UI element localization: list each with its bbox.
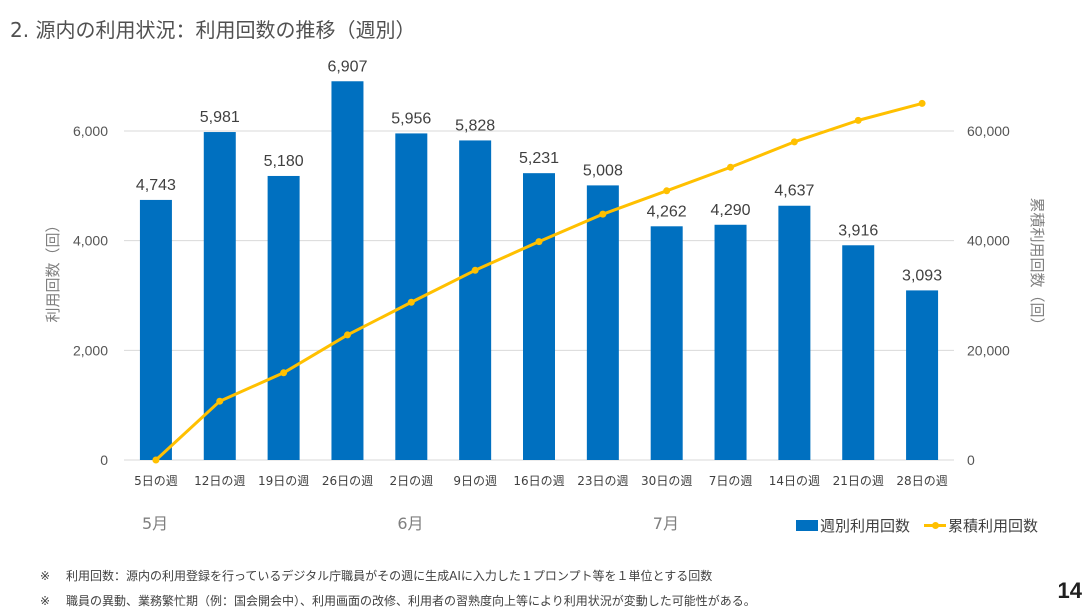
bar xyxy=(906,290,939,460)
line-point xyxy=(471,266,479,274)
bar-value-label: 5,981 xyxy=(200,109,240,126)
line-point xyxy=(407,298,415,306)
note-text: 職員の異動、業務繁忙期（例：国会開会中）、利用画面の改修、利用者の習熟度向上等に… xyxy=(66,594,756,608)
bar-value-label: 6,907 xyxy=(327,58,367,75)
note-mark: ※ xyxy=(40,594,51,608)
month-label: 7月 xyxy=(652,514,679,533)
category-label: 12日の週 xyxy=(194,474,245,488)
bar xyxy=(523,173,555,460)
page-number: 14 xyxy=(1057,578,1082,603)
bar-value-label: 5,180 xyxy=(264,153,304,170)
bar-value-label: 4,637 xyxy=(774,183,814,200)
category-label: 16日の週 xyxy=(513,474,564,488)
bar xyxy=(778,205,811,460)
bar xyxy=(459,140,492,460)
legend-bar-swatch xyxy=(796,520,818,531)
bar-value-label: 4,262 xyxy=(647,203,687,220)
category-label: 7日の週 xyxy=(709,474,753,488)
footnote-2: ※ 職員の異動、業務繁忙期（例：国会開会中）、利用画面の改修、利用者の習熟度向上等… xyxy=(40,592,756,609)
line-point xyxy=(854,116,862,124)
bar-value-label: 5,956 xyxy=(391,110,431,127)
bar-value-label: 4,743 xyxy=(136,177,176,194)
line-point xyxy=(918,99,926,107)
bar-value-label: 3,093 xyxy=(902,267,942,284)
left-tick-label: 2,000 xyxy=(73,342,108,358)
bar xyxy=(267,175,300,461)
line-point xyxy=(599,210,607,218)
month-label: 6月 xyxy=(397,514,424,533)
right-tick-label: 0 xyxy=(967,452,975,468)
bar xyxy=(139,199,172,460)
line-point xyxy=(790,138,798,146)
bar xyxy=(842,245,875,460)
bar-value-label: 5,828 xyxy=(455,117,495,134)
line-point xyxy=(535,238,543,246)
right-tick-label: 20,000 xyxy=(967,342,1010,358)
category-label: 30日の週 xyxy=(641,474,692,488)
legend-line-swatch xyxy=(924,522,947,529)
category-label: 21日の週 xyxy=(833,474,884,488)
legend-line-label: 累積利用回数 xyxy=(948,517,1039,535)
note-text: 利用回数：源内の利用登録を行っているデジタル庁職員がその週に生成AIに入力した１… xyxy=(66,569,713,583)
line-point xyxy=(280,369,288,377)
category-label: 9日の週 xyxy=(453,474,497,488)
note-mark: ※ xyxy=(40,569,51,583)
bar xyxy=(586,185,619,461)
category-label: 5日の週 xyxy=(134,474,178,488)
right-tick-label: 40,000 xyxy=(967,233,1010,249)
line-point xyxy=(663,187,671,195)
slide-title: 2. 源内の利用状況：利用回数の推移（週別） xyxy=(10,18,416,42)
legend: 週別利用回数 累積利用回数 xyxy=(796,515,1038,536)
right-tick-label: 60,000 xyxy=(967,123,1010,139)
bar-value-label: 5,231 xyxy=(519,150,559,167)
category-label: 2日の週 xyxy=(389,474,433,488)
data-labels: 4,743 5,981 5,180 6,907 5,956 5,828 5,231 5,008… xyxy=(136,58,942,284)
line-point xyxy=(152,456,160,464)
category-labels: 5日の週 12日の週 19日の週 26日の週 2日の週 9日の週 16日の週 23日の週 30日… xyxy=(134,474,948,488)
month-label: 5月 xyxy=(142,514,169,533)
bar xyxy=(714,224,747,460)
left-axis-title: 利用回数（回） xyxy=(44,217,62,322)
bar xyxy=(331,81,364,460)
right-axis-title: 累積利用回数（回） xyxy=(1028,197,1046,332)
legend-bar-label: 週別利用回数 xyxy=(820,517,911,535)
left-tick-label: 4,000 xyxy=(73,233,108,249)
bar-value-label: 4,290 xyxy=(711,202,751,219)
category-label: 26日の週 xyxy=(322,474,373,488)
bar xyxy=(203,132,236,460)
line-series xyxy=(152,99,926,464)
left-tick-label: 6,000 xyxy=(73,123,108,139)
bar xyxy=(650,226,683,460)
left-tick-label: 0 xyxy=(100,452,108,468)
category-label: 28日の週 xyxy=(896,474,947,488)
right-axis-ticks: 0 20,000 40,000 60,000 xyxy=(967,123,1010,468)
line-point xyxy=(727,163,735,171)
footnote-1: ※ 利用回数：源内の利用登録を行っているデジタル庁職員がその週に生成AIに入力した… xyxy=(40,567,712,584)
category-label: 14日の週 xyxy=(769,474,820,488)
left-axis-ticks: 0 2,000 4,000 6,000 xyxy=(73,123,108,468)
bar-value-label: 5,008 xyxy=(583,162,623,179)
line-point xyxy=(343,331,351,339)
bar-value-label: 3,916 xyxy=(838,222,878,239)
line-point xyxy=(216,397,224,405)
category-label: 23日の週 xyxy=(577,474,628,488)
category-label: 19日の週 xyxy=(258,474,309,488)
bar-series xyxy=(139,81,939,461)
